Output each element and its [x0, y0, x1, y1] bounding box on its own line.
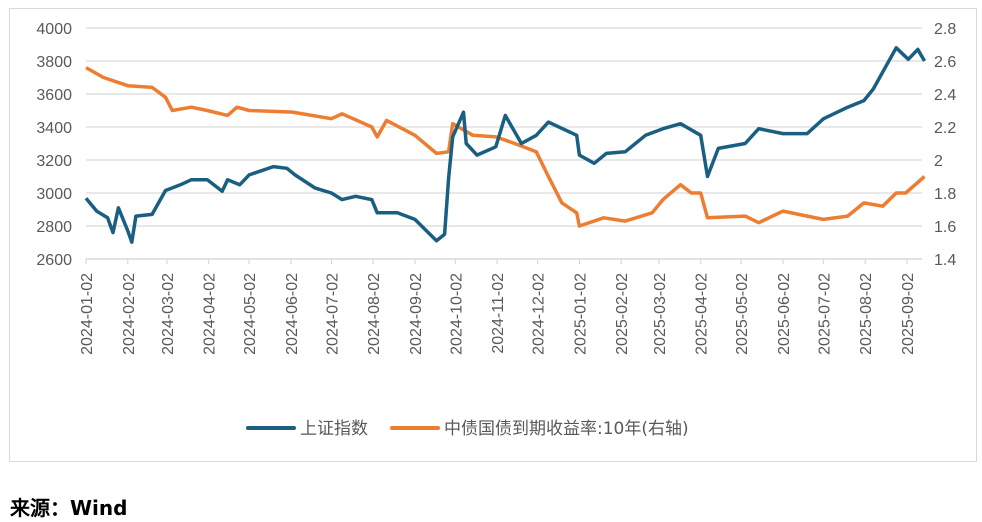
y-left-tick-label: 3000 — [36, 186, 72, 203]
y-left-tick-label: 2600 — [36, 252, 72, 269]
x-tick-label: 2024-10-02 — [448, 273, 465, 355]
chart-frame — [9, 8, 977, 462]
y-right-tick-label: 2.6 — [934, 54, 956, 71]
x-tick-label: 2024-12-02 — [531, 273, 548, 355]
series-line-sse-index — [84, 46, 927, 244]
y-right-tick-label: 2.8 — [934, 21, 956, 38]
y-left-tick-label: 3200 — [36, 153, 72, 170]
x-tick-label: 2024-06-02 — [284, 273, 301, 355]
legend-label: 中债国债到期收益率:10年(右轴) — [444, 419, 689, 439]
dual-axis-line-chart: 2600 2800 3000 3200 3400 3600 3800 4000 1.4 1.6 1.… — [36, 21, 956, 439]
y-right-tick-label: 1.8 — [934, 186, 956, 203]
y-left-tick-label: 4000 — [36, 21, 72, 38]
x-tick-label: 2025-03-02 — [652, 273, 669, 355]
y-left-tick-label: 3600 — [36, 87, 72, 104]
x-tick-label: 2024-05-02 — [242, 273, 259, 355]
x-tick-label: 2024-07-02 — [324, 273, 341, 355]
x-tick-label: 2025-09-02 — [900, 273, 917, 355]
x-tick-label: 2025-08-02 — [858, 273, 875, 355]
y-right-tick-label: 2 — [934, 153, 943, 170]
x-tick-label: 2024-11-02 — [490, 273, 507, 354]
x-tick-label: 2025-05-02 — [734, 273, 751, 355]
y-right-tick-label: 1.6 — [934, 219, 956, 236]
x-tick-label: 2024-08-02 — [366, 273, 383, 355]
y-left-tick-label: 2800 — [36, 219, 72, 236]
source-note: 来源：Wind — [10, 496, 128, 520]
legend-label: 上证指数 — [300, 419, 368, 439]
x-tick-label: 2025-06-02 — [776, 273, 793, 355]
x-tick-label: 2024-02-02 — [121, 273, 138, 355]
x-tick-label: 2025-01-02 — [572, 273, 589, 355]
y-right-tick-label: 1.4 — [934, 252, 956, 269]
x-tick-label: 2024-01-02 — [79, 273, 96, 355]
y-right-tick-label: 2.4 — [934, 87, 956, 104]
x-tick-label: 2024-03-02 — [160, 273, 177, 355]
x-tick-label: 2025-07-02 — [816, 273, 833, 355]
series-line-bond-yield — [85, 66, 926, 228]
x-tick-label: 2025-02-02 — [614, 273, 631, 355]
x-tick-label: 2025-04-02 — [694, 273, 711, 355]
y-left-tick-label: 3400 — [36, 120, 72, 137]
x-tick-label: 2024-04-02 — [202, 273, 219, 355]
y-left-tick-label: 3800 — [36, 54, 72, 71]
x-tick-label: 2024-09-02 — [408, 273, 425, 355]
y-right-tick-label: 2.2 — [934, 120, 956, 137]
